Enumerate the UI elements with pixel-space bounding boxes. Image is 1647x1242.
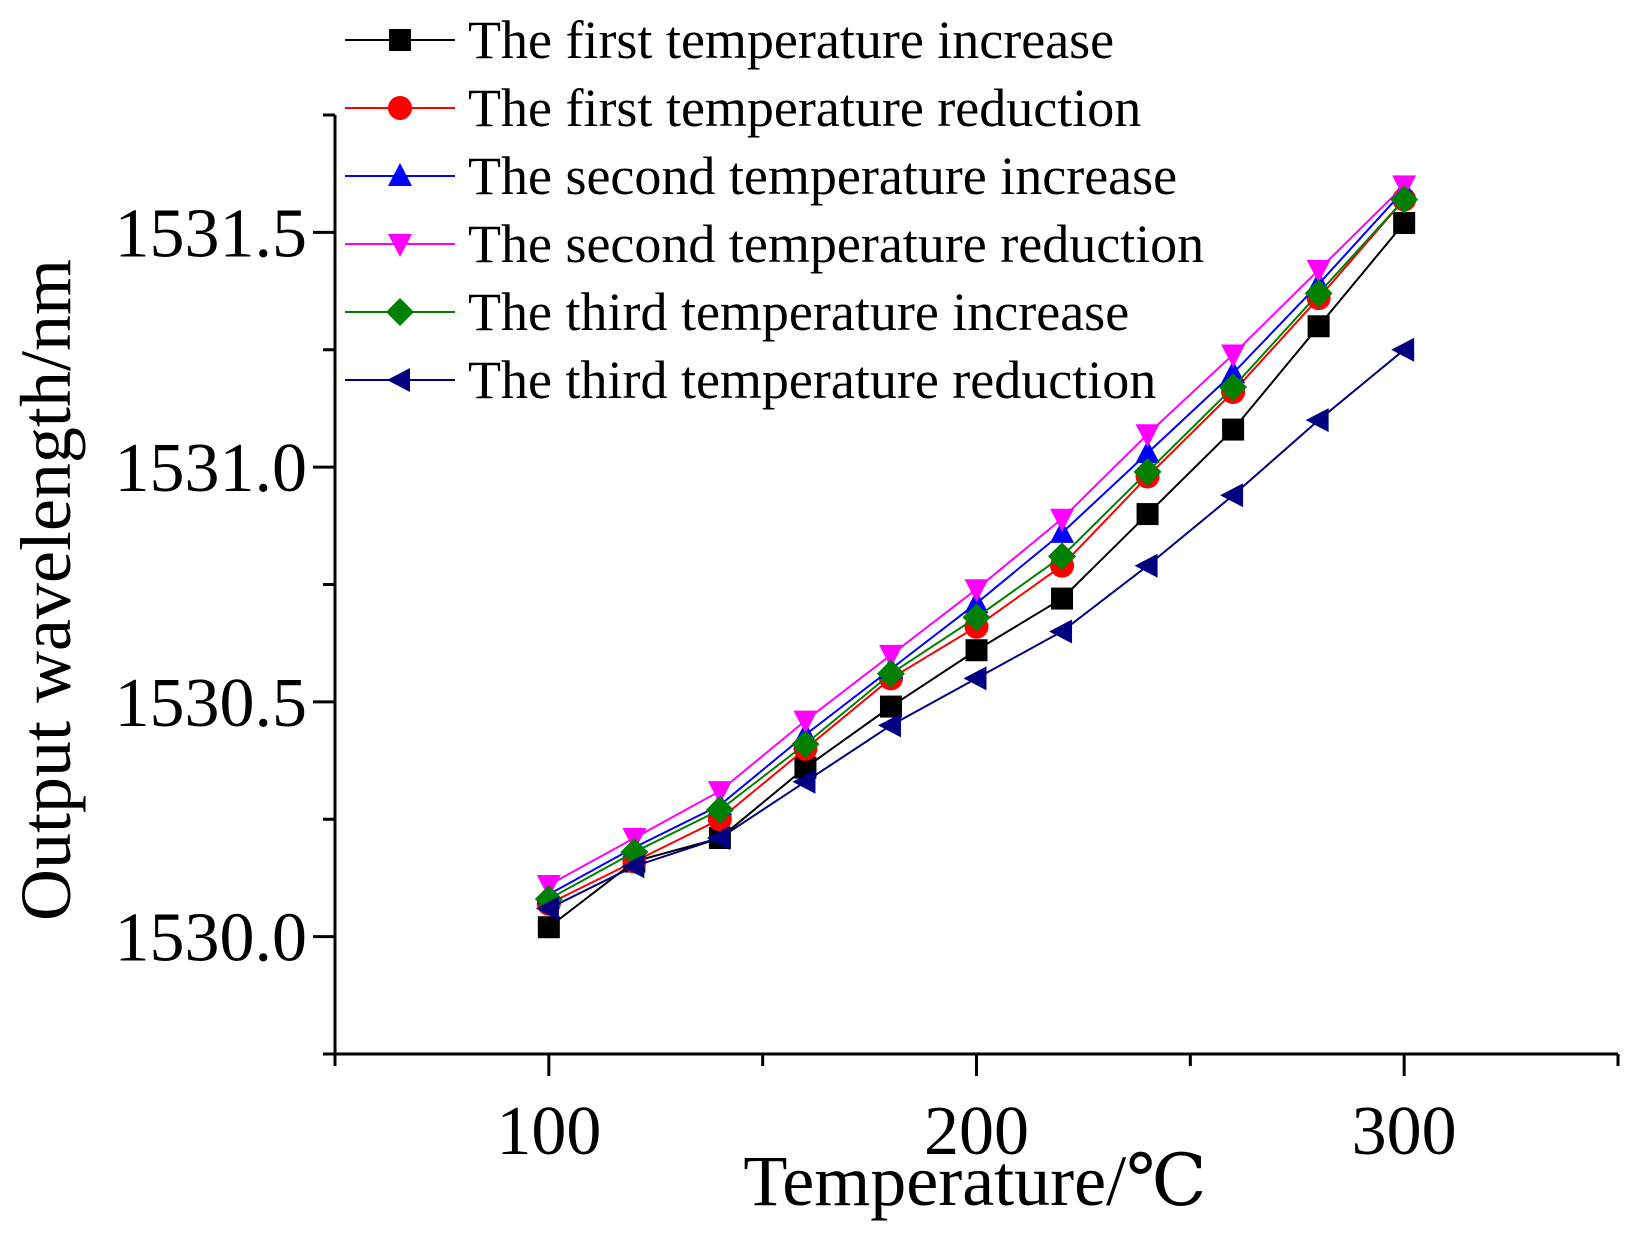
- x-tick-label: 300: [1352, 1093, 1457, 1170]
- y-tick-label: 1530.5: [115, 665, 308, 742]
- legend-marker: [387, 368, 410, 392]
- data-point: [1135, 440, 1160, 464]
- data-point: [1219, 373, 1248, 402]
- legend-item: The first temperature reduction: [345, 78, 1141, 138]
- legend-label: The second temperature increase: [468, 146, 1177, 206]
- legend-item: The third temperature increase: [345, 282, 1129, 342]
- data-point: [621, 854, 645, 879]
- data-point: [963, 666, 987, 691]
- x-tick-label: 200: [924, 1093, 1029, 1170]
- data-point: [1135, 424, 1160, 448]
- data-point: [1049, 619, 1073, 644]
- legend-item: The first temperature increase: [345, 10, 1114, 70]
- data-point: [1221, 360, 1246, 384]
- data-point: [537, 916, 560, 939]
- data-point: [1393, 211, 1416, 234]
- data-point: [1136, 503, 1159, 526]
- data-point: [1306, 259, 1331, 283]
- x-axis-label: Temperature/℃: [743, 1141, 1206, 1221]
- legend-item: The second temperature increase: [345, 146, 1177, 206]
- legend-item: The third temperature reduction: [345, 350, 1156, 410]
- data-point: [1307, 315, 1330, 338]
- legend-label: The third temperature increase: [468, 282, 1129, 342]
- legend-label: The second temperature reduction: [468, 214, 1204, 274]
- legend-marker: [386, 298, 414, 326]
- data-point: [792, 769, 816, 794]
- data-point: [793, 710, 818, 734]
- legend-marker: [388, 234, 412, 257]
- data-point: [1305, 408, 1329, 433]
- data-point: [1222, 418, 1245, 441]
- data-point: [1304, 279, 1333, 308]
- y-tick-label: 1530.0: [115, 900, 308, 977]
- data-point: [706, 826, 730, 851]
- y-tick-label: 1531.5: [115, 195, 308, 272]
- data-point: [1051, 587, 1074, 610]
- series-6: [535, 337, 1415, 921]
- data-point: [535, 896, 559, 921]
- x-ticks: 100 200 300: [333, 1054, 1620, 1170]
- data-point: [877, 713, 901, 738]
- series-layer: [534, 175, 1419, 939]
- data-point: [962, 603, 991, 632]
- data-point: [1391, 337, 1415, 362]
- data-point: [1134, 553, 1158, 578]
- data-point: [1390, 185, 1419, 214]
- data-point: [1220, 483, 1244, 508]
- legend-label: The first temperature increase: [468, 10, 1114, 70]
- data-point: [879, 695, 902, 718]
- data-point: [791, 730, 820, 759]
- data-point: [965, 639, 988, 662]
- y-axis-label: Output wavelength/nm: [6, 259, 86, 921]
- data-point: [1050, 508, 1075, 532]
- y-tick-label: 1531.0: [115, 430, 308, 507]
- legend-label: The first temperature reduction: [468, 78, 1141, 138]
- data-point: [878, 644, 903, 668]
- data-point: [1221, 344, 1246, 368]
- x-tick-label: 100: [496, 1093, 601, 1170]
- data-point: [1133, 457, 1162, 486]
- legend-label: The third temperature reduction: [468, 350, 1156, 410]
- data-point: [964, 579, 989, 603]
- data-point: [1048, 542, 1077, 571]
- data-point: [707, 781, 732, 805]
- y-ticks: 1530.0 1530.5 1531.0 1531.5: [115, 113, 335, 1056]
- legend-marker: [388, 96, 412, 120]
- legend-item: The second temperature reduction: [345, 214, 1204, 274]
- legend-marker: [389, 29, 411, 51]
- data-point: [876, 659, 905, 688]
- legend: The first temperature increase The first …: [345, 10, 1204, 410]
- data-point: [705, 795, 734, 824]
- legend-marker: [388, 163, 412, 186]
